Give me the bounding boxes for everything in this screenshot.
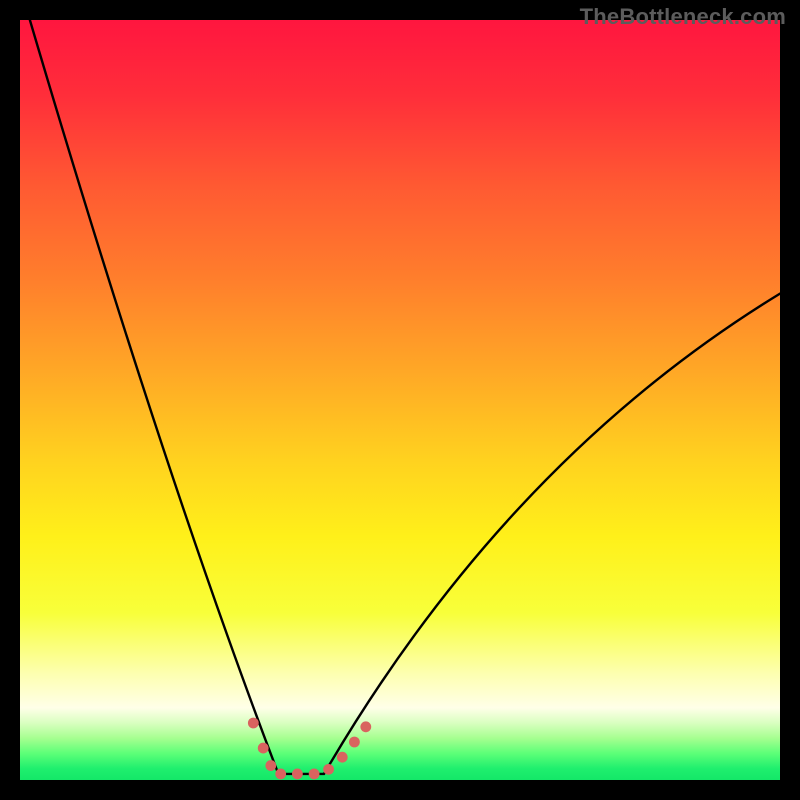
marker-dot xyxy=(309,769,320,780)
marker-dot xyxy=(265,760,276,771)
marker-dot xyxy=(248,718,259,729)
marker-dot xyxy=(337,752,348,763)
stage: TheBottleneck.com xyxy=(0,0,800,800)
chart-svg xyxy=(20,20,780,780)
marker-dot xyxy=(258,743,269,754)
marker-dot xyxy=(275,769,286,780)
marker-dot xyxy=(360,721,371,732)
marker-dot xyxy=(292,769,303,780)
watermark-text: TheBottleneck.com xyxy=(580,4,786,30)
marker-dot xyxy=(349,737,360,748)
chart-panel xyxy=(20,20,780,780)
marker-dot xyxy=(323,764,334,775)
gradient-background xyxy=(20,20,780,780)
